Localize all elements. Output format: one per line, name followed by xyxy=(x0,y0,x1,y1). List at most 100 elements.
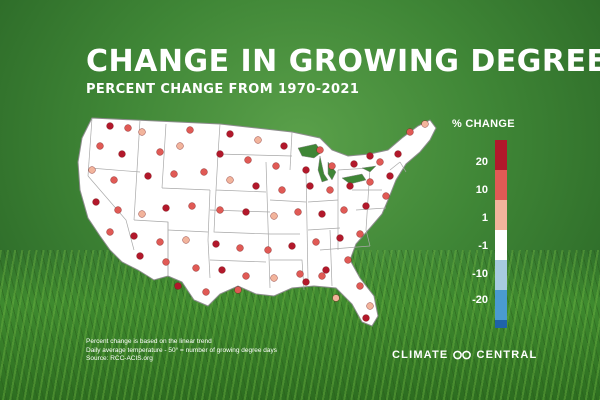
station-dot xyxy=(176,142,184,150)
station-dot xyxy=(362,202,370,210)
brand-name-right: CENTRAL xyxy=(476,349,538,361)
station-dot xyxy=(96,142,104,150)
legend-swatch xyxy=(495,230,507,260)
station-dot xyxy=(144,172,152,180)
station-dot xyxy=(252,182,260,190)
station-dot xyxy=(366,178,374,186)
station-dot xyxy=(114,206,122,214)
station-dot xyxy=(344,256,352,264)
footnote: Percent change is based on the linear tr… xyxy=(86,338,212,345)
station-dot xyxy=(318,272,326,280)
us-outline xyxy=(77,117,437,327)
station-dot xyxy=(216,150,224,158)
station-dot xyxy=(162,204,170,212)
station-dot xyxy=(130,232,138,240)
legend-swatch xyxy=(495,200,507,230)
infinity-icon xyxy=(453,350,472,360)
station-dot xyxy=(156,238,164,246)
footnote: Daily average temperature - 50° = number… xyxy=(86,346,278,354)
station-dot xyxy=(296,270,304,278)
station-dot xyxy=(306,182,314,190)
station-dot xyxy=(336,234,344,242)
station-dot xyxy=(110,176,118,184)
station-dot xyxy=(88,166,96,174)
station-dot xyxy=(272,162,280,170)
footnote: Source: RCC-ACIS.org xyxy=(86,355,153,362)
station-dot xyxy=(406,128,414,136)
page-subtitle: PERCENT CHANGE FROM 1970-2021 xyxy=(86,82,360,97)
station-dot xyxy=(322,266,330,274)
station-dot xyxy=(366,302,374,310)
station-dot xyxy=(216,206,224,214)
station-dot xyxy=(270,274,278,282)
station-dot xyxy=(254,136,262,144)
station-dot xyxy=(340,206,348,214)
legend-swatch xyxy=(495,140,507,170)
station-dot xyxy=(394,150,402,158)
station-dot xyxy=(332,294,340,302)
station-dot xyxy=(244,156,252,164)
station-dot xyxy=(202,288,210,296)
legend-label: -10 xyxy=(472,268,488,280)
great-lakes xyxy=(297,143,377,185)
legend-swatch xyxy=(495,170,507,200)
station-dot xyxy=(278,186,286,194)
station-dot xyxy=(386,172,394,180)
station-dot xyxy=(376,158,384,166)
page-title: CHANGE IN GROWING DEGREE DAYS xyxy=(86,44,600,79)
station-dot xyxy=(92,198,100,206)
station-dot xyxy=(200,168,208,176)
station-dot xyxy=(242,272,250,280)
station-dots xyxy=(88,120,429,322)
station-dot xyxy=(106,122,114,130)
station-dot xyxy=(192,264,200,272)
station-dot xyxy=(294,208,302,216)
station-dot xyxy=(366,152,374,160)
station-dot xyxy=(138,128,146,136)
station-dot xyxy=(318,210,326,218)
legend-label: -20 xyxy=(472,294,488,306)
station-dot xyxy=(174,282,182,290)
legend-label: 10 xyxy=(475,184,488,196)
station-dot xyxy=(136,252,144,260)
station-dot xyxy=(346,182,354,190)
legend-swatch xyxy=(495,260,507,290)
station-dot xyxy=(356,230,364,238)
legend-label: 1 xyxy=(481,212,488,224)
station-dot xyxy=(316,146,324,154)
station-dot xyxy=(124,124,132,132)
legend-label: -1 xyxy=(478,240,488,252)
station-dot xyxy=(188,202,196,210)
state-borders xyxy=(87,117,407,291)
station-dot xyxy=(302,166,310,174)
station-dot xyxy=(312,238,320,246)
station-dot xyxy=(162,258,170,266)
station-dot xyxy=(270,212,278,220)
station-dot xyxy=(264,246,272,254)
station-dot xyxy=(212,240,220,248)
station-dot xyxy=(138,210,146,218)
climate-central-logo: CLIMATE CENTRAL xyxy=(392,349,537,361)
station-dot xyxy=(421,120,429,128)
station-dot xyxy=(362,314,370,322)
station-dot xyxy=(156,148,164,156)
legend-swatch xyxy=(495,290,507,320)
station-dot xyxy=(236,244,244,252)
station-dot xyxy=(118,150,126,158)
station-dot xyxy=(218,266,226,274)
legend-label: 20 xyxy=(475,156,488,168)
station-dot xyxy=(280,142,288,150)
station-dot xyxy=(242,208,250,216)
legend-color-bar xyxy=(495,140,507,328)
station-dot xyxy=(226,130,234,138)
footnotes: Percent change is based on the linear tr… xyxy=(86,338,277,364)
station-dot xyxy=(170,170,178,178)
station-dot xyxy=(288,242,296,250)
station-dot xyxy=(382,192,390,200)
station-dot xyxy=(302,278,310,286)
station-dot xyxy=(350,160,358,168)
station-dot xyxy=(182,236,190,244)
us-map xyxy=(77,117,437,327)
station-dot xyxy=(106,228,114,236)
